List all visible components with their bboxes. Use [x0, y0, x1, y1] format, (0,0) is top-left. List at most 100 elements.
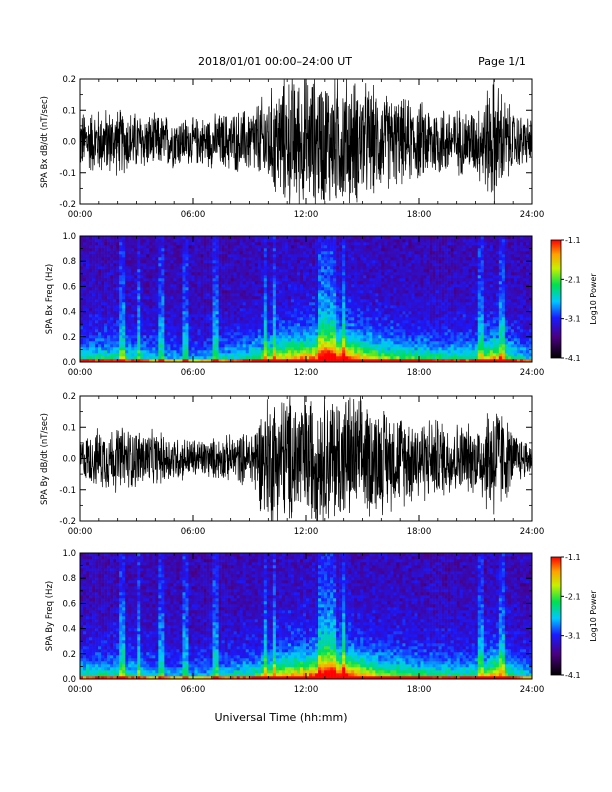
spectrogram-cell: [333, 323, 337, 327]
spectrogram-cell: [80, 305, 84, 309]
spectrogram-cell: [309, 329, 313, 333]
spectrogram-cell: [92, 308, 96, 312]
spectrogram-cell: [381, 326, 385, 330]
spectrogram-cell: [333, 266, 337, 270]
spectrogram-cell: [396, 317, 400, 321]
spectrogram-cell: [284, 335, 289, 339]
spectrogram-cell: [405, 329, 409, 333]
spectrogram-cell: [233, 290, 237, 294]
spectrogram-cell: [158, 314, 162, 318]
spectrogram-cell: [182, 281, 186, 285]
spectrogram-cell: [203, 314, 207, 318]
spectrogram-cell: [423, 272, 427, 276]
spectrogram-cell: [248, 296, 253, 300]
spectrogram-cell: [233, 305, 237, 309]
spectrogram-cell: [281, 317, 286, 321]
spectrogram-cell: [327, 302, 331, 306]
spectrogram-cell: [324, 335, 328, 339]
spectrogram-cell: [137, 347, 141, 351]
spectrogram-cell: [83, 320, 87, 324]
spectrogram-cell: [107, 251, 111, 255]
spectrogram-cell: [426, 323, 430, 327]
spectrogram-cell: [411, 245, 415, 249]
spectrogram-cell: [224, 305, 228, 309]
spectrogram-cell: [173, 236, 177, 240]
spectrogram-cell: [83, 314, 87, 318]
spectrogram-cell: [221, 302, 225, 306]
spectrogram-cell: [212, 335, 216, 339]
spectrogram-cell: [116, 332, 120, 336]
spectrogram-cell: [302, 239, 307, 243]
spectrogram-cell: [206, 281, 210, 285]
bx-dbdt-ylabel: SPA Bx dB/dt (nT/sec): [40, 96, 50, 188]
spectrogram-cell: [101, 320, 105, 324]
spectrogram-cell: [405, 293, 409, 297]
spectrogram-cell: [363, 242, 367, 246]
spectrogram-cell: [131, 236, 135, 240]
spectrogram-cell: [224, 335, 228, 339]
spectrogram-cell: [369, 272, 373, 276]
spectrogram-cell: [260, 353, 265, 357]
spectrogram-cell: [176, 344, 180, 348]
spectrogram-cell: [242, 314, 247, 318]
spectrogram-cell: [242, 341, 247, 345]
spectrogram-cell: [351, 311, 355, 315]
spectrogram-cell: [275, 356, 280, 360]
spectrogram-cell: [182, 272, 186, 276]
spectrogram-cell: [122, 236, 126, 240]
spectrogram-cell: [348, 347, 352, 351]
spectrogram-cell: [107, 347, 111, 351]
spectrogram-cell: [399, 353, 403, 357]
spectrogram-cell: [185, 281, 189, 285]
spectrogram-cell: [182, 311, 186, 315]
spectrogram-cell: [92, 272, 96, 276]
spectrogram-cell: [146, 359, 150, 363]
spectrogram-cell: [315, 341, 319, 345]
spectrogram-cell: [107, 320, 111, 324]
spectrogram-cell: [197, 332, 201, 336]
spectrogram-cell: [110, 347, 114, 351]
spectrogram-cell: [98, 263, 102, 267]
spectrogram-cell: [218, 296, 222, 300]
spectrogram-cell: [131, 311, 135, 315]
spectrogram-cell: [242, 266, 247, 270]
spectrogram-cell: [354, 329, 358, 333]
spectrogram-cell: [170, 356, 174, 360]
spectrogram-cell: [366, 326, 370, 330]
spectrogram-cell: [191, 287, 195, 291]
spectrogram-cell: [287, 245, 292, 249]
spectrogram-cell: [324, 251, 328, 255]
spectrogram-cell: [387, 296, 391, 300]
spectrogram-cell: [357, 317, 361, 321]
spectrogram-cell: [206, 356, 210, 360]
spectrogram-cell: [348, 242, 352, 246]
spectrogram-cell: [257, 308, 262, 312]
spectrogram-cell: [197, 263, 201, 267]
spectrogram-cell: [86, 305, 90, 309]
spectrogram-cell: [98, 284, 102, 288]
spectrogram-cell: [125, 299, 129, 303]
spectrogram-cell: [327, 293, 331, 297]
spectrogram-cell: [366, 299, 370, 303]
spectrogram-cell: [104, 302, 108, 306]
spectrogram-cell: [215, 242, 219, 246]
spectrogram-cell: [321, 269, 325, 273]
spectrogram-cell: [266, 293, 271, 297]
spectrogram-cell: [173, 344, 177, 348]
spectrogram-cell: [375, 311, 379, 315]
spectrogram-cell: [137, 281, 141, 285]
spectrogram-cell: [236, 326, 240, 330]
spectrogram-cell: [399, 338, 403, 342]
spectrogram-cell: [251, 305, 256, 309]
spectrogram-cell: [197, 356, 201, 360]
spectrogram-cell: [158, 338, 162, 342]
spectrogram-cell: [218, 239, 222, 243]
spectrogram-cell: [107, 236, 111, 240]
spectrogram-cell: [197, 314, 201, 318]
spectrogram-cell: [239, 353, 244, 357]
spectrogram-cell: [89, 323, 93, 327]
spectrogram-cell: [369, 323, 373, 327]
spectrogram-cell: [170, 302, 174, 306]
spectrogram-cell: [92, 278, 96, 282]
spectrogram-cell: [402, 287, 406, 291]
